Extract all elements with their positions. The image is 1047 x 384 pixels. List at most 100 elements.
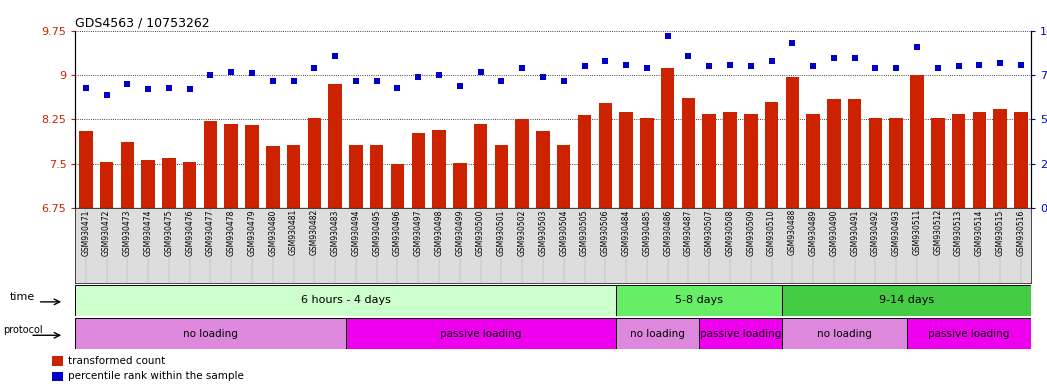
Point [535,74,552,80]
Point [98,92,115,98]
Text: GSM930478: GSM930478 [227,209,236,256]
Bar [204,121,217,208]
Point [700,63,717,70]
Text: 9-14 days: 9-14 days [879,295,934,305]
Point [119,81,136,87]
Point [763,58,780,64]
Bar [370,145,383,208]
Bar [245,125,259,208]
Point [451,83,468,89]
Bar [869,118,883,208]
Text: GSM930487: GSM930487 [684,209,693,256]
Point [825,55,842,61]
Bar [494,145,508,208]
Text: GSM930500: GSM930500 [476,209,485,256]
Point [472,69,489,75]
Bar [266,146,280,208]
Bar [620,113,632,208]
Point [992,60,1008,66]
Text: GSM930495: GSM930495 [372,209,381,256]
Point [514,65,531,71]
Bar [764,102,778,208]
Point [909,44,926,50]
Point [202,72,219,78]
Text: GSM930483: GSM930483 [331,209,339,256]
Text: GSM930516: GSM930516 [1017,209,1025,256]
Text: GSM930476: GSM930476 [185,209,194,256]
Bar [661,68,674,208]
Text: GSM930475: GSM930475 [164,209,174,256]
Text: GSM930501: GSM930501 [497,209,506,256]
Point [618,61,634,68]
Text: 6 hours - 4 days: 6 hours - 4 days [300,295,391,305]
Text: GSM930504: GSM930504 [559,209,569,256]
Point [597,58,614,64]
Bar [474,124,487,208]
Text: time: time [10,291,36,301]
Point [576,63,593,70]
Bar [391,164,404,208]
Bar [287,145,300,208]
Bar [329,84,342,208]
Text: GSM930471: GSM930471 [82,209,90,256]
Text: GSM930480: GSM930480 [268,209,277,256]
Text: passive loading: passive loading [440,329,521,339]
Point [888,65,905,71]
Point [160,84,177,91]
Bar [515,119,529,208]
Bar [907,318,1031,349]
Point [430,72,447,78]
Text: no loading: no loading [817,329,872,339]
Text: percentile rank within the sample: percentile rank within the sample [68,371,244,381]
Bar [453,163,467,208]
Bar [682,98,695,208]
Point [930,65,946,71]
Text: GSM930503: GSM930503 [538,209,548,256]
Bar [162,158,176,208]
Bar [79,131,92,208]
Bar [120,142,134,208]
Text: GSM930490: GSM930490 [829,209,839,256]
Bar [141,160,155,208]
Point [306,65,322,71]
Bar [890,118,903,208]
Point [971,61,987,68]
Bar [698,318,782,349]
Bar [52,356,63,366]
Point [660,33,676,40]
Point [742,63,759,70]
Text: protocol: protocol [3,325,43,335]
Bar [910,75,923,208]
Point [867,65,884,71]
Point [493,78,510,84]
Bar [224,124,238,208]
Text: GSM930510: GSM930510 [767,209,776,256]
Bar [703,114,716,208]
Bar [75,318,346,349]
Text: GSM930499: GSM930499 [455,209,464,256]
Text: GSM930491: GSM930491 [850,209,860,256]
Point [244,70,261,76]
Text: GSM930488: GSM930488 [787,209,797,255]
Text: GSM930474: GSM930474 [143,209,153,256]
Point [1012,61,1029,68]
Point [285,78,302,84]
Bar [744,114,758,208]
Text: GSM930509: GSM930509 [747,209,755,256]
Point [951,63,967,70]
Text: GSM930484: GSM930484 [622,209,630,256]
Bar [848,99,862,208]
Bar [785,77,799,208]
Text: GSM930511: GSM930511 [913,209,921,255]
Point [223,69,240,75]
Text: GSM930489: GSM930489 [808,209,818,256]
Point [265,78,282,84]
Bar [616,318,698,349]
Bar [346,318,616,349]
Text: GSM930492: GSM930492 [871,209,879,256]
Point [784,40,801,46]
Bar [616,285,782,316]
Text: no loading: no loading [183,329,238,339]
Text: GSM930507: GSM930507 [705,209,714,256]
Bar [183,162,197,208]
